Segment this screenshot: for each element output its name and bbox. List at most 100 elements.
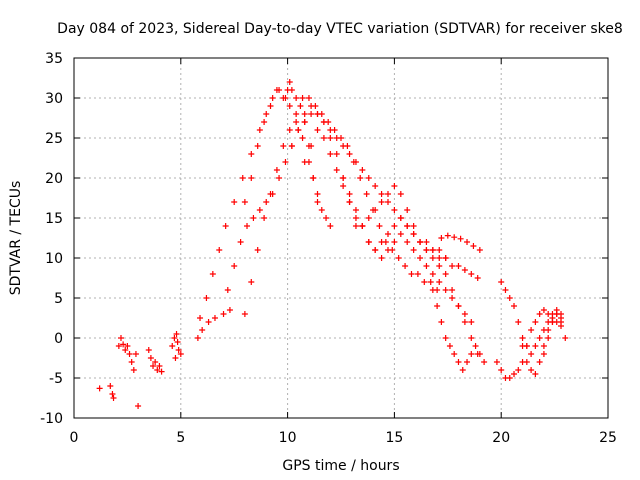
data-point <box>423 263 430 269</box>
data-point <box>391 207 398 213</box>
data-point <box>476 247 483 253</box>
data-point <box>209 271 216 277</box>
data-point <box>442 335 449 341</box>
data-point <box>410 247 417 253</box>
series-arc2 <box>115 335 142 409</box>
y-tick-label: -5 <box>49 371 63 387</box>
data-point <box>314 191 321 197</box>
data-point <box>286 103 293 109</box>
data-point <box>378 199 385 205</box>
data-point <box>203 295 210 301</box>
data-point <box>124 343 131 349</box>
data-point <box>352 223 359 229</box>
data-point <box>455 359 462 365</box>
series-arc15 <box>438 232 483 253</box>
series-arc3 <box>145 347 165 375</box>
data-point <box>248 279 255 285</box>
data-point <box>391 239 398 245</box>
data-point <box>540 343 547 349</box>
data-point <box>506 375 513 381</box>
series-arc12 <box>340 175 475 325</box>
data-point <box>333 135 340 141</box>
data-point <box>378 255 385 261</box>
data-point <box>256 127 263 133</box>
data-point <box>239 175 246 181</box>
data-point <box>372 183 379 189</box>
data-point <box>205 319 212 325</box>
data-point <box>528 327 535 333</box>
data-point <box>421 279 428 285</box>
data-point <box>365 215 372 221</box>
data-point <box>449 295 456 301</box>
data-point <box>436 279 443 285</box>
data-point <box>175 347 182 353</box>
data-point <box>545 335 552 341</box>
data-point <box>135 403 142 409</box>
x-tick-label: 25 <box>599 430 617 446</box>
data-point <box>156 363 163 369</box>
y-tick-label: 20 <box>45 171 63 187</box>
data-point <box>363 191 370 197</box>
y-tick-label: 0 <box>54 331 63 347</box>
data-point <box>250 215 257 221</box>
data-point <box>429 255 436 261</box>
data-point <box>434 303 441 309</box>
data-points <box>96 79 569 409</box>
data-point <box>267 191 274 197</box>
series-arc10 <box>288 103 449 261</box>
data-point <box>231 199 238 205</box>
data-point <box>216 247 223 253</box>
data-point <box>346 199 353 205</box>
data-point <box>378 239 385 245</box>
y-tick-label: 15 <box>45 211 63 227</box>
data-point <box>308 103 315 109</box>
data-point <box>468 351 475 357</box>
data-point <box>346 191 353 197</box>
data-point <box>115 343 122 349</box>
data-point <box>352 159 359 165</box>
data-point <box>455 303 462 309</box>
data-point <box>158 368 165 375</box>
data-point <box>536 311 543 317</box>
data-point <box>472 343 479 349</box>
series-arc6 <box>197 79 321 321</box>
data-point <box>519 335 526 341</box>
data-point <box>464 239 471 245</box>
data-point <box>340 143 347 149</box>
data-point <box>333 167 340 173</box>
data-point <box>444 232 451 239</box>
x-tick-label: 0 <box>70 430 79 446</box>
data-point <box>468 319 475 325</box>
data-point <box>515 319 522 325</box>
data-point <box>476 351 483 357</box>
data-point <box>352 207 359 213</box>
data-point <box>549 319 556 325</box>
data-point <box>254 247 261 253</box>
data-point <box>493 359 500 365</box>
data-point <box>237 239 244 245</box>
data-point <box>511 371 518 377</box>
data-point <box>436 263 443 269</box>
data-point <box>528 367 535 373</box>
data-point <box>372 247 379 253</box>
data-point <box>308 111 315 117</box>
data-point <box>436 247 443 253</box>
series-arc19 <box>540 311 565 357</box>
data-point <box>320 135 327 141</box>
data-point <box>327 127 334 133</box>
data-point <box>395 255 402 261</box>
series-arc11 <box>301 127 481 281</box>
data-point <box>280 95 287 101</box>
data-point <box>276 175 283 181</box>
data-point <box>498 279 505 285</box>
x-tick-label: 15 <box>385 430 403 446</box>
series-arc13 <box>359 215 481 357</box>
plot-frame <box>73 57 609 419</box>
data-point <box>333 151 340 157</box>
data-point <box>301 111 308 117</box>
data-point <box>267 103 274 109</box>
data-point <box>459 367 466 373</box>
data-point <box>468 271 475 277</box>
data-point <box>145 347 152 353</box>
